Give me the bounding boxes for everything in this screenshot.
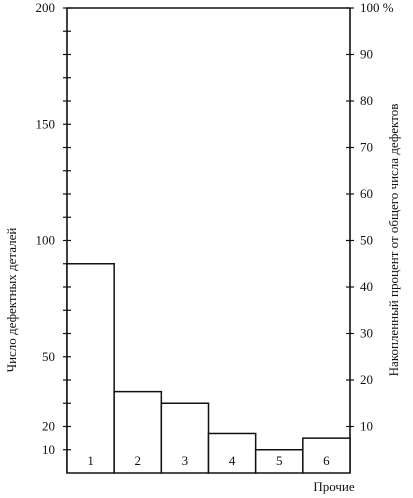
bars-group: 1 2 3 4 5 6: [66, 263, 351, 474]
bar-6: [302, 437, 351, 474]
bar-label-3: 3: [182, 453, 189, 468]
bar-4: [207, 432, 257, 474]
bar-label-5: 5: [276, 453, 283, 468]
bar-label-6: 6: [323, 453, 330, 468]
right-tick-label: 100 %: [360, 0, 394, 15]
bar-label-2: 2: [135, 453, 142, 468]
left-tick-label: 100: [36, 233, 56, 248]
left-axis-title: Число дефектных деталей: [4, 228, 19, 373]
left-tick-label: 150: [36, 116, 56, 131]
right-tick-label: 70: [360, 140, 373, 155]
right-tick-label: 90: [360, 47, 373, 62]
right-tick-label: 40: [360, 279, 373, 294]
left-axis-ticks: 10 20 50 100 150 200: [36, 0, 71, 457]
bar-label-1: 1: [87, 453, 94, 468]
bar-3: [160, 402, 210, 474]
bar-2: [113, 390, 163, 474]
left-tick-label: 10: [42, 442, 55, 457]
right-tick-label: 50: [360, 233, 373, 248]
other-category-label: Прочие: [313, 479, 355, 494]
left-tick-label: 20: [42, 419, 55, 434]
right-axis-ticks: 10 20 30 40 50 60 70 80 90 100 %: [346, 0, 394, 434]
right-tick-label: 60: [360, 186, 373, 201]
right-tick-label: 80: [360, 93, 373, 108]
left-tick-label: 200: [36, 0, 56, 15]
bar-1: [66, 263, 115, 474]
bar-label-4: 4: [229, 453, 236, 468]
right-tick-label: 30: [360, 326, 373, 341]
left-tick-label: 50: [42, 349, 55, 364]
right-axis-title: Накопленный процент от общего числа дефе…: [386, 104, 401, 377]
right-tick-label: 10: [360, 419, 373, 434]
right-tick-label: 20: [360, 372, 373, 387]
